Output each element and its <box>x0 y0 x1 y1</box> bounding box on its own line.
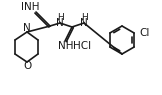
Text: N: N <box>56 18 64 28</box>
Text: N: N <box>23 23 31 33</box>
Text: Cl: Cl <box>139 28 150 38</box>
Text: HCl: HCl <box>73 41 91 51</box>
Text: O: O <box>23 61 31 71</box>
Text: NH: NH <box>58 41 74 51</box>
Text: H: H <box>57 13 63 21</box>
Text: H: H <box>81 13 87 21</box>
Text: INH: INH <box>21 2 39 12</box>
Text: N: N <box>80 18 88 28</box>
